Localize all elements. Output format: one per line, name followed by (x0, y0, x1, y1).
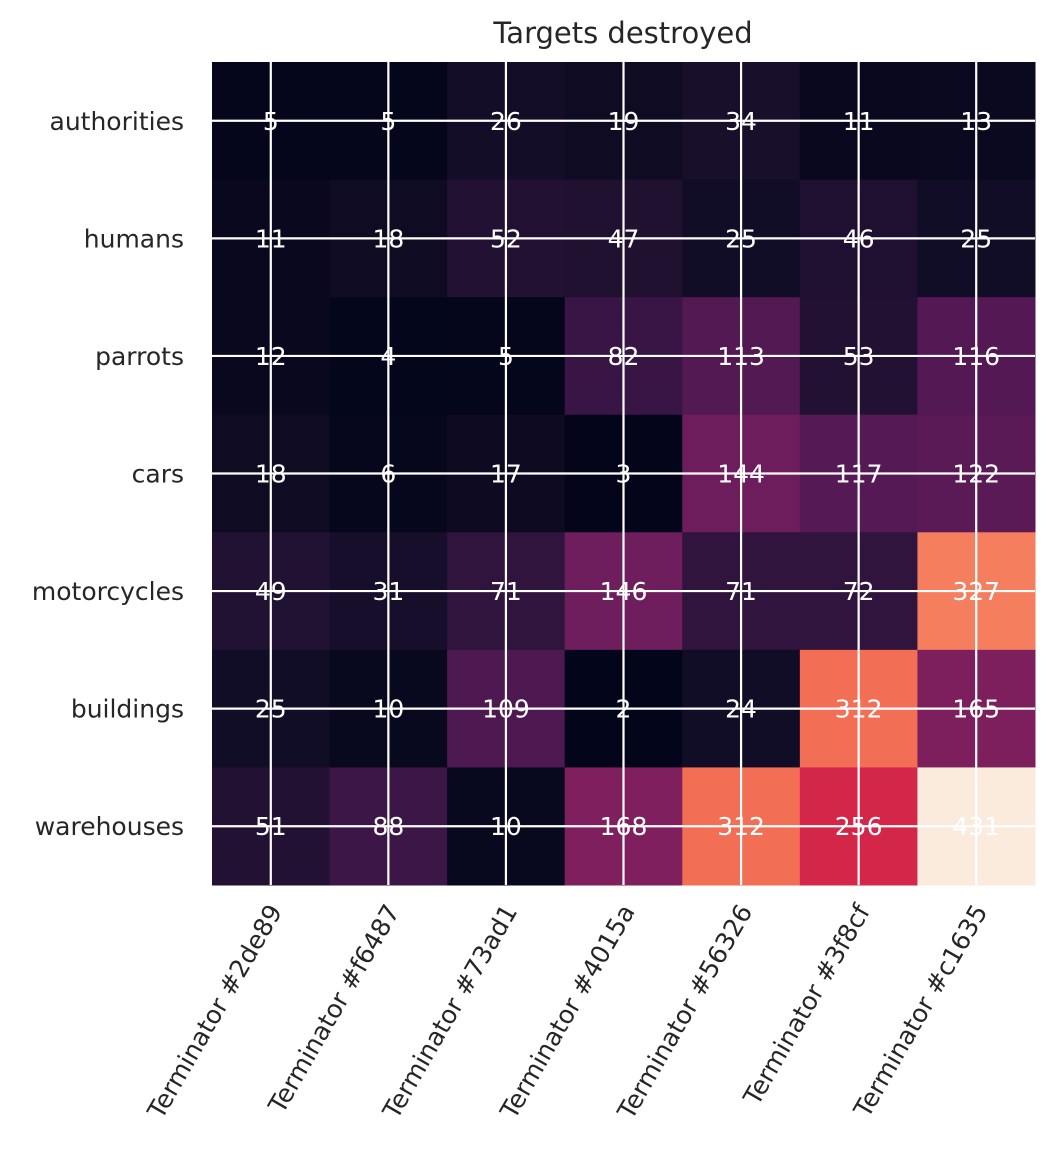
cell-value-label: 122 (952, 460, 1000, 489)
grid-lines (212, 62, 1035, 885)
cell-value-label: 13 (960, 107, 992, 136)
cell-value-label: 88 (372, 812, 404, 841)
cell-value-label: 165 (952, 695, 1000, 724)
x-tick-label: Terminator #73ad1 (377, 900, 524, 1125)
x-tick-label: Terminator #3f8cf (737, 898, 876, 1110)
cell-value-label: 18 (372, 224, 404, 253)
chart-title: Targets destroyed (492, 16, 752, 50)
cell-value-label: 431 (952, 812, 1000, 841)
cell-value-label: 4 (380, 342, 396, 371)
cell-value-label: 18 (255, 460, 287, 489)
cell-value-label: 3 (616, 460, 632, 489)
cell-value-label: 46 (843, 224, 875, 253)
y-tick-label: warehouses (35, 812, 184, 841)
cell-value-label: 12 (255, 342, 287, 371)
cell-value-label: 25 (725, 224, 757, 253)
y-tick-label: cars (132, 460, 184, 489)
cell-value-label: 47 (608, 224, 640, 253)
cell-value-label: 17 (490, 460, 522, 489)
cell-value-label: 312 (717, 812, 765, 841)
y-tick-label: humans (84, 224, 184, 253)
cell-value-label: 24 (725, 695, 757, 724)
y-tick-label: motorcycles (32, 577, 184, 606)
cell-value-label: 10 (490, 812, 522, 841)
x-tick-label: Terminator #f6487 (262, 900, 405, 1119)
cell-value-label: 52 (490, 224, 522, 253)
cell-value-label: 2 (616, 695, 632, 724)
cell-value-label: 5 (263, 107, 279, 136)
cell-value-label: 144 (717, 460, 765, 489)
cell-value-label: 116 (952, 342, 1000, 371)
cell-value-label: 11 (843, 107, 875, 136)
cell-value-label: 31 (372, 577, 404, 606)
cell-value-label: 51 (255, 812, 287, 841)
cell-value-label: 19 (608, 107, 640, 136)
cell-value-label: 25 (255, 695, 287, 724)
x-tick-label: Terminator #c1635 (848, 900, 994, 1124)
cell-value-label: 109 (482, 695, 530, 724)
x-tick-label: Terminator #4015a (494, 900, 641, 1125)
cell-value-label: 5 (498, 342, 514, 371)
cell-value-label: 256 (835, 812, 883, 841)
cell-value-label: 53 (843, 342, 875, 371)
cell-value-label: 117 (835, 460, 883, 489)
cell-value-label: 82 (608, 342, 640, 371)
cell-value-label: 327 (952, 577, 1000, 606)
cell-value-label: 11 (255, 224, 287, 253)
cell-value-label: 10 (372, 695, 404, 724)
cell-value-label: 34 (725, 107, 757, 136)
cell-value-label: 25 (960, 224, 992, 253)
cell-value-label: 26 (490, 107, 522, 136)
cell-value-label: 71 (725, 577, 757, 606)
x-tick-label: Terminator #56326 (611, 900, 758, 1125)
cell-value-label: 168 (600, 812, 648, 841)
x-tick-label: Terminator #2de89 (141, 900, 288, 1125)
y-tick-label: authorities (50, 107, 185, 136)
cell-value-label: 5 (380, 107, 396, 136)
y-axis-tick-labels: authorities humans parrots cars motorcycles b… (32, 107, 184, 841)
cell-value-label: 113 (717, 342, 765, 371)
cell-value-label: 146 (600, 577, 648, 606)
y-tick-label: parrots (95, 342, 184, 371)
cell-value-label: 6 (380, 460, 396, 489)
y-tick-label: buildings (71, 695, 184, 724)
cell-value-label: 312 (835, 695, 883, 724)
cell-value-label: 49 (255, 577, 287, 606)
cell-value-label: 71 (490, 577, 522, 606)
cell-value-label: 72 (843, 577, 875, 606)
